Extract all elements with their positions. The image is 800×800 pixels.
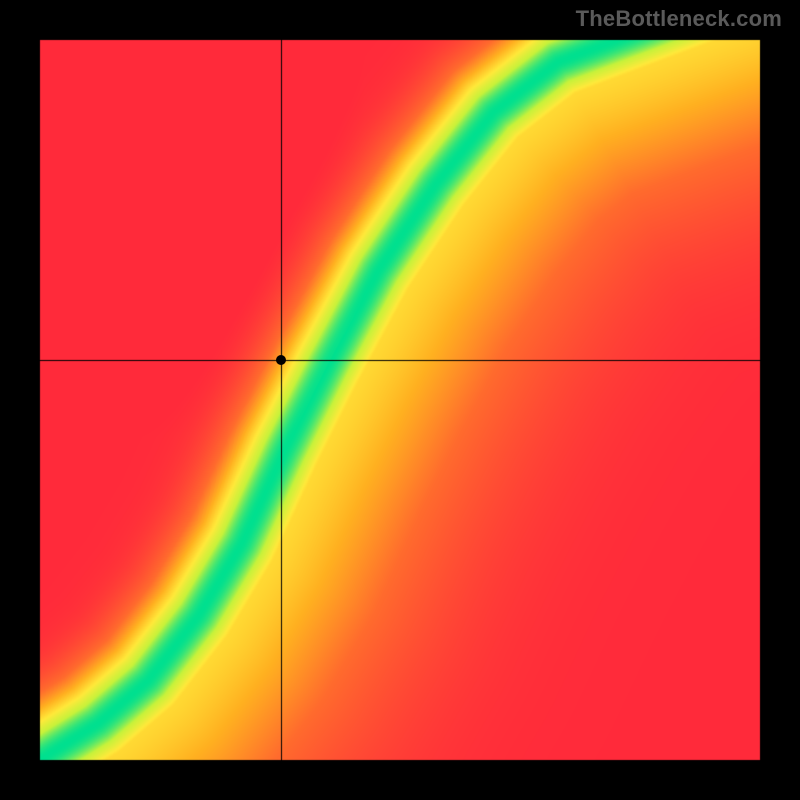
chart-container: TheBottleneck.com: [0, 0, 800, 800]
heatmap-canvas: [0, 0, 800, 800]
watermark-text: TheBottleneck.com: [576, 6, 782, 32]
